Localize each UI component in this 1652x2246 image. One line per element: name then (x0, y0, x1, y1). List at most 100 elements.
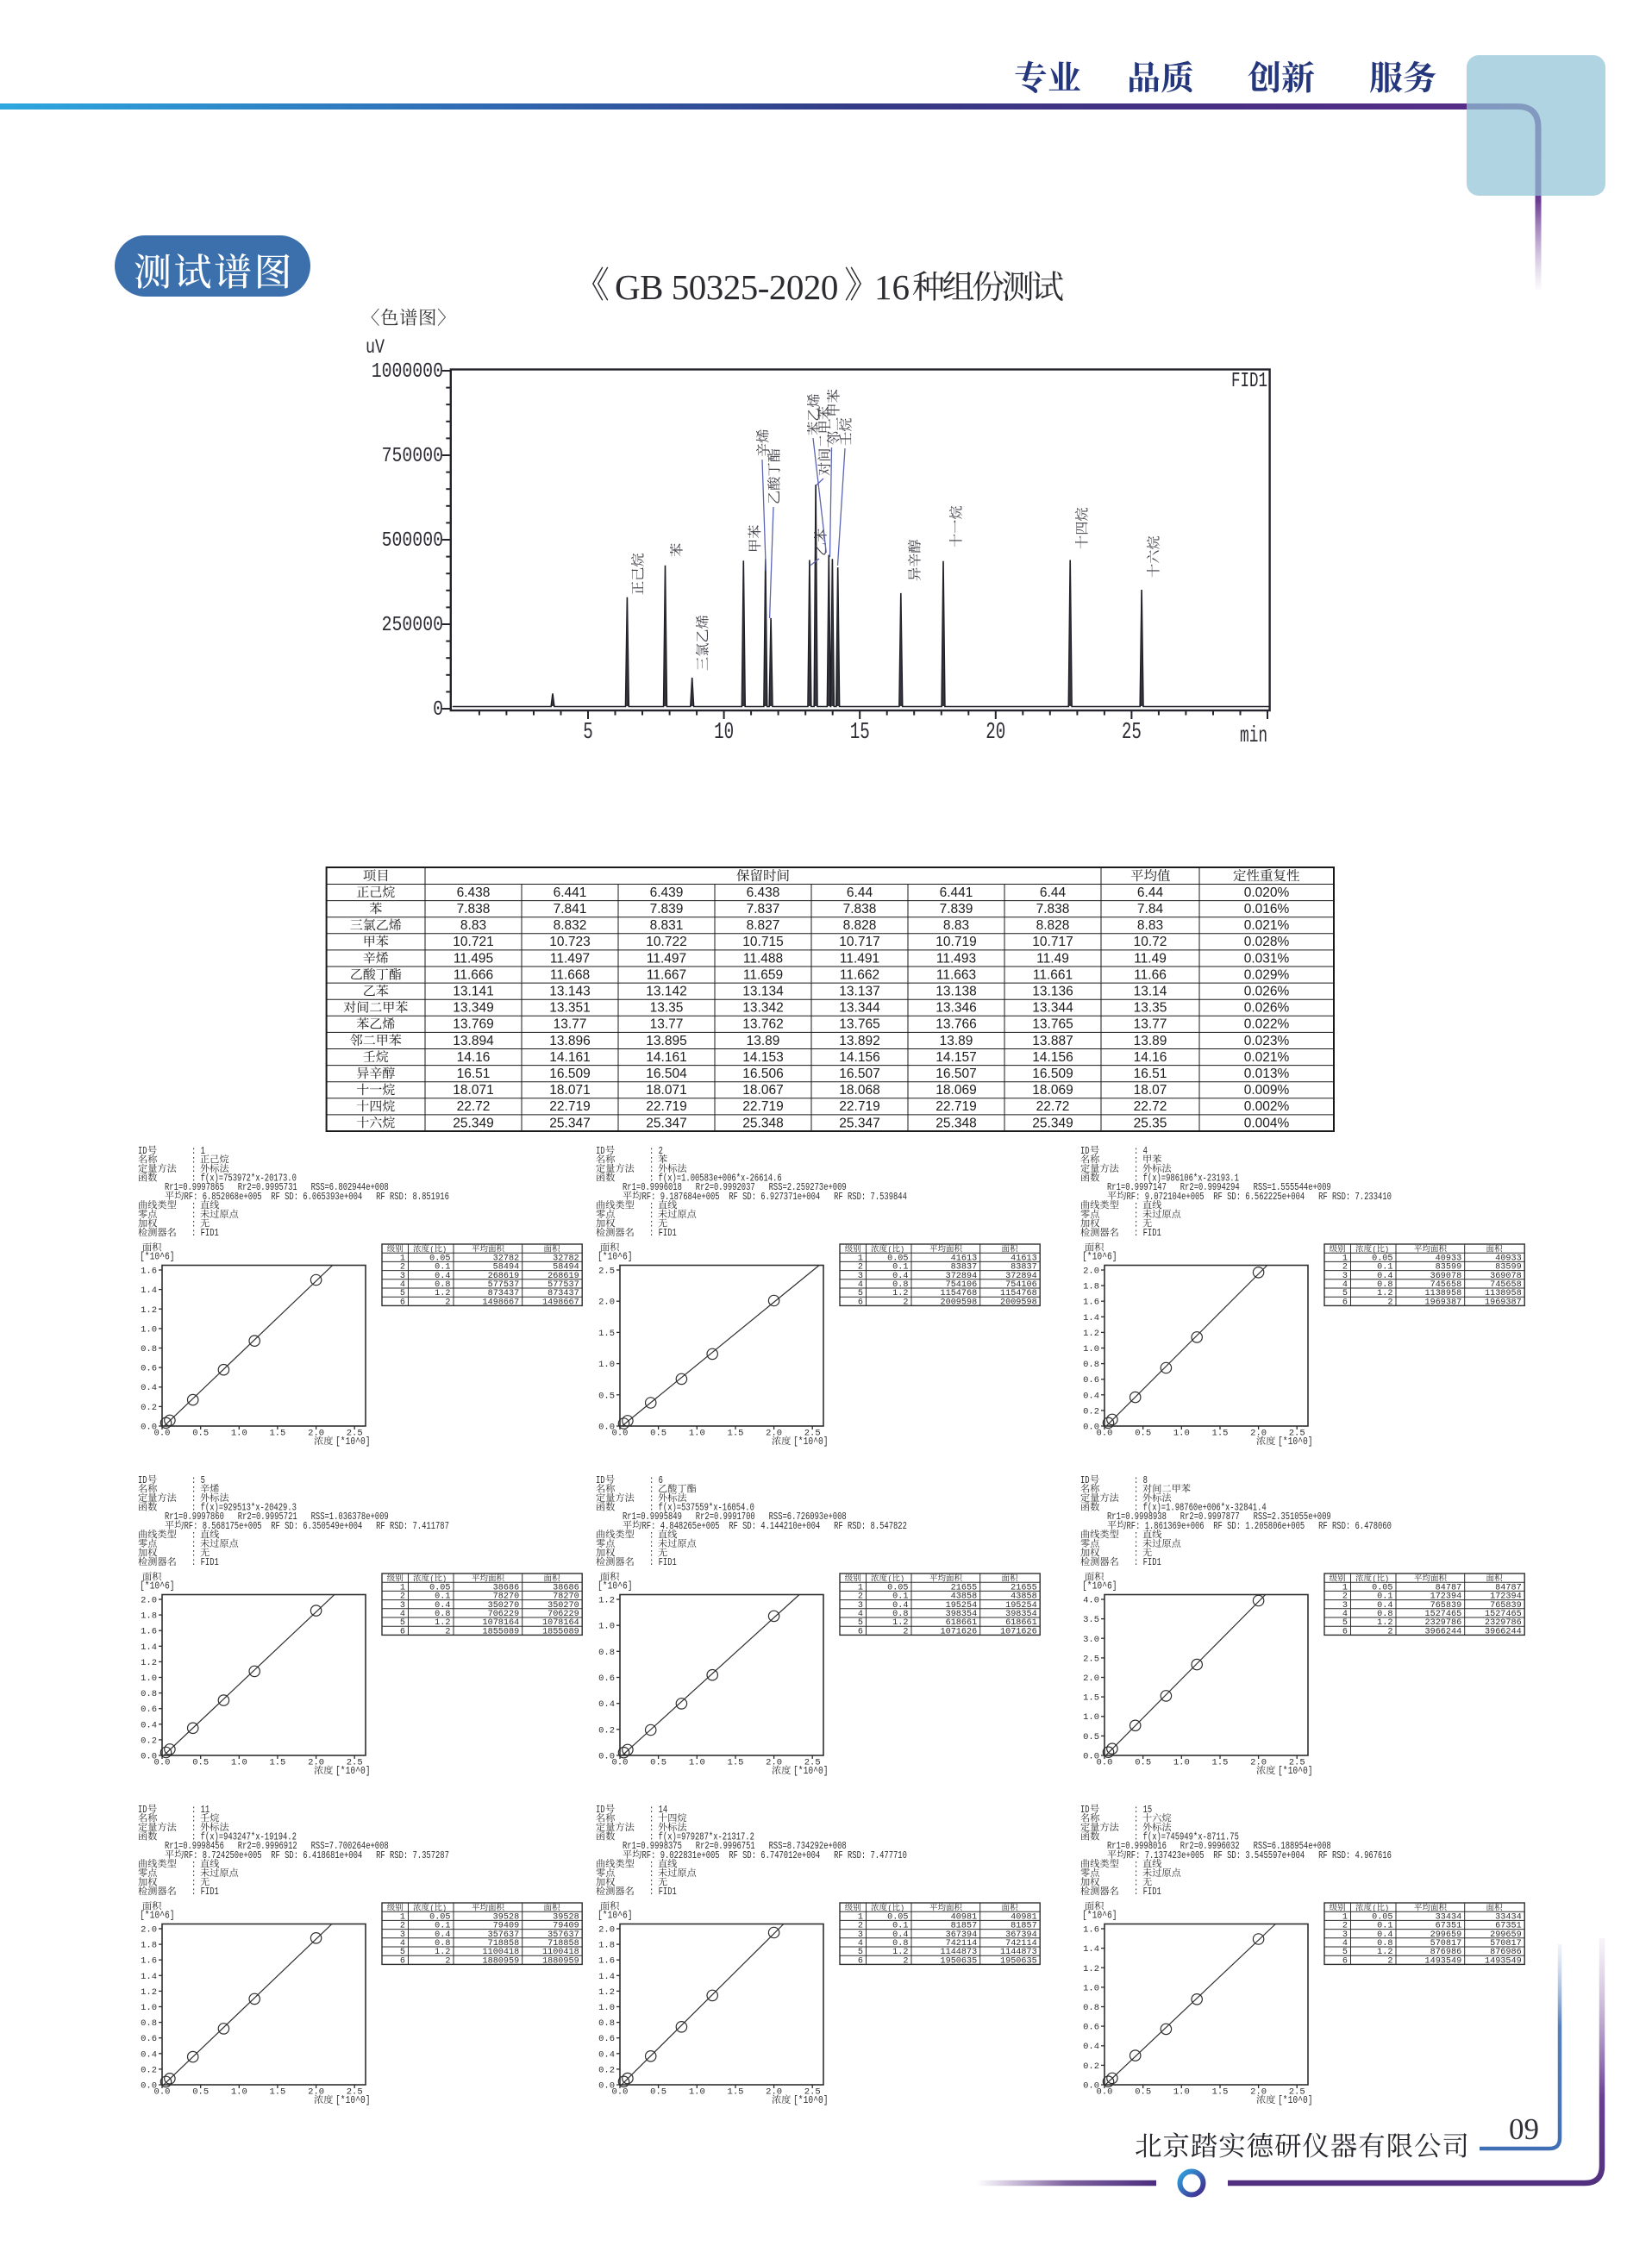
svg-text:0.4: 0.4 (141, 1383, 157, 1393)
svg-text:0.022%: 0.022% (1244, 1017, 1290, 1032)
svg-text:25.348: 25.348 (936, 1116, 976, 1130)
svg-text:16.509: 16.509 (1032, 1067, 1073, 1081)
svg-text:1880959: 1880959 (483, 1956, 520, 1966)
svg-text:25.347: 25.347 (646, 1116, 686, 1130)
svg-text:0.029%: 0.029% (1244, 967, 1290, 982)
svg-text:7.841: 7.841 (554, 902, 587, 917)
svg-text:40933: 40933 (1495, 1254, 1522, 1263)
svg-text:1.0: 1.0 (689, 1757, 705, 1767)
svg-text::: : (1134, 1210, 1138, 1221)
svg-text::: : (649, 1878, 654, 1889)
svg-text:): ) (900, 1904, 904, 1913)
svg-text:13.143: 13.143 (549, 985, 590, 999)
svg-text:1880959: 1880959 (542, 1956, 579, 1966)
svg-text:5: 5 (1342, 1289, 1348, 1298)
svg-text:0.4: 0.4 (892, 1930, 908, 1940)
svg-text:3: 3 (858, 1601, 863, 1611)
svg-text:1.0: 1.0 (689, 2086, 705, 2097)
svg-text:5: 5 (400, 1618, 405, 1628)
svg-text:1.4: 1.4 (598, 1972, 615, 1982)
svg-text:1: 1 (1342, 1254, 1348, 1263)
svg-text:1.0: 1.0 (1083, 1712, 1099, 1723)
svg-text:3.0: 3.0 (1083, 1635, 1099, 1645)
svg-text:1.5: 1.5 (728, 1428, 744, 1438)
svg-text::: : (649, 1484, 654, 1495)
svg-text:13.141: 13.141 (453, 985, 493, 999)
svg-text:3: 3 (400, 1272, 405, 1281)
svg-text:10: 10 (714, 720, 734, 746)
svg-text:81857: 81857 (951, 1922, 978, 1931)
svg-text:2.5: 2.5 (1083, 1654, 1099, 1664)
svg-text:618661: 618661 (946, 1618, 978, 1628)
svg-text:Rr1=0.9998456 Rr2=0.9996912: Rr1=0.9998456 Rr2=0.9996912 RSS=7.700264… (165, 1841, 389, 1852)
svg-text:0.8: 0.8 (1377, 1280, 1392, 1290)
svg-text:372894: 372894 (946, 1272, 978, 1281)
svg-text:0.05: 0.05 (1372, 1254, 1392, 1263)
svg-text:13.894: 13.894 (453, 1034, 494, 1048)
svg-text:14.157: 14.157 (936, 1050, 976, 1065)
svg-text:6.438: 6.438 (457, 885, 491, 900)
svg-text:10.723: 10.723 (549, 935, 590, 949)
svg-text:0.5: 0.5 (192, 1757, 209, 1767)
svg-text:268619: 268619 (548, 1272, 579, 1281)
svg-text:22.719: 22.719 (839, 1099, 879, 1114)
svg-text::: : (1134, 1164, 1138, 1175)
svg-text:0.5: 0.5 (1135, 1428, 1151, 1438)
svg-text:0.8: 0.8 (435, 1280, 450, 1290)
svg-text:21655: 21655 (951, 1583, 978, 1592)
svg-text:25.35: 25.35 (1134, 1116, 1167, 1130)
svg-text:2: 2 (903, 1627, 908, 1636)
svg-text:43858: 43858 (951, 1592, 978, 1602)
svg-text:1.2: 1.2 (892, 1948, 908, 1957)
svg-text::: : (191, 1154, 196, 1166)
svg-text:2: 2 (903, 1956, 908, 1966)
svg-text::: : (649, 1200, 654, 1211)
svg-text:5: 5 (1342, 1618, 1348, 1628)
svg-text:RF: 9.022831e+005 RF SD: 6.74: RF: 9.022831e+005 RF SD: 6.747012e+004 R… (642, 1850, 907, 1861)
svg-text:1078164: 1078164 (542, 1618, 579, 1628)
svg-text:min: min (1240, 723, 1267, 748)
svg-text:[*10^0]: [*10^0] (793, 2095, 829, 2106)
svg-text:0.021%: 0.021% (1244, 1050, 1290, 1065)
svg-text:1.0: 1.0 (1083, 1344, 1099, 1354)
svg-text:4: 4 (858, 1610, 863, 1619)
svg-text:7.838: 7.838 (1036, 902, 1070, 917)
svg-text:[*10^6]: [*10^6] (140, 1252, 175, 1263)
svg-text:1.0: 1.0 (689, 1428, 705, 1438)
svg-text:1969387: 1969387 (1425, 1298, 1462, 1307)
svg-text:0.4: 0.4 (892, 1272, 908, 1281)
svg-text:: FID1: : FID1 (191, 1886, 219, 1898)
svg-text:5: 5 (583, 720, 593, 746)
svg-text::: : (649, 1859, 654, 1870)
svg-text:8.827: 8.827 (747, 918, 780, 933)
svg-text:0.0: 0.0 (1097, 1757, 1113, 1767)
svg-text:0.0: 0.0 (1083, 1423, 1099, 1433)
svg-text:0.8: 0.8 (141, 2018, 157, 2029)
svg-text:16.507: 16.507 (839, 1067, 879, 1081)
svg-text:: FID1: : FID1 (191, 1228, 219, 1239)
svg-text:0.4: 0.4 (598, 2049, 615, 2060)
svg-text:0.0: 0.0 (154, 2086, 171, 2097)
svg-text:3: 3 (400, 1601, 405, 1611)
svg-text:1.0: 1.0 (1173, 1428, 1190, 1438)
svg-text:39528: 39528 (553, 1912, 579, 1922)
svg-text:2.5: 2.5 (1289, 1757, 1305, 1767)
svg-text:81857: 81857 (1011, 1922, 1037, 1931)
svg-text::: : (1134, 1859, 1138, 1870)
svg-text::: : (649, 1219, 654, 1230)
svg-text:7.838: 7.838 (843, 902, 877, 917)
svg-text:195254: 195254 (1005, 1601, 1037, 1611)
svg-text:2.5: 2.5 (347, 1757, 363, 1767)
svg-text:11.661: 11.661 (1033, 967, 1073, 982)
svg-text:10.72: 10.72 (1134, 935, 1167, 949)
svg-text:4: 4 (1342, 1280, 1348, 1290)
svg-text:0.2: 0.2 (1083, 1406, 1099, 1417)
svg-text:706229: 706229 (488, 1610, 520, 1619)
svg-text:83599: 83599 (1495, 1263, 1522, 1273)
svg-text:1154768: 1154768 (941, 1289, 978, 1298)
svg-text:67351: 67351 (1436, 1922, 1462, 1931)
svg-text:4: 4 (400, 1610, 405, 1619)
svg-text:398354: 398354 (946, 1610, 978, 1619)
svg-text:1138958: 1138958 (1485, 1289, 1522, 1298)
svg-text::: : (1134, 1813, 1138, 1824)
